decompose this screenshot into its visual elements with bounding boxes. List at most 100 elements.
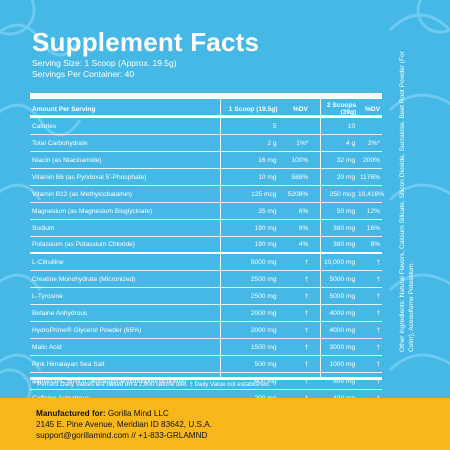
- amount-one-scoop: 125 mcg: [251, 190, 277, 198]
- dv-two-scoops: 200%: [363, 156, 380, 164]
- dv-one-scoop: †: [304, 292, 309, 300]
- amount-two-scoops: 250 mcg: [329, 190, 356, 198]
- table-row: Vitamin B6 (as Pyridoxal 5'-Phosphate) 10…: [30, 169, 382, 186]
- nutrient-name: Alpha-GPC 50% (L-alpha-glycerylphosphory…: [32, 377, 187, 385]
- table-row: Potassium (as Potassium Chloride) 190 mg 4…: [30, 237, 382, 254]
- header-rule: [30, 115, 382, 118]
- footer-band: [0, 398, 450, 450]
- amount-one-scoop: 2000 mg: [250, 326, 277, 334]
- amount-two-scoops: 800 mg: [333, 377, 356, 385]
- dv-one-scoop: 8%: [298, 224, 309, 232]
- dv-one-scoop: †: [304, 360, 309, 368]
- dv-two-scoops: †: [376, 326, 380, 334]
- nutrient-name: Creatine Monohydrate (Micronized): [32, 275, 136, 283]
- nutrient-name: Vitamin B12 (as Methylcobalamin): [32, 190, 132, 198]
- amount-two-scoops: 4000 mg: [329, 326, 356, 334]
- nutrient-name: Niacin (as Niacinamide): [32, 156, 102, 164]
- table-row: Magnesium (as Magnesium Bisglycinate) 25 …: [30, 203, 382, 220]
- nutrient-name: L-Tyrosine: [32, 292, 63, 300]
- table-row: Sodium 190 mg 8% 380 mg 16%: [30, 220, 382, 237]
- amount-two-scoops: 32 mg: [336, 156, 356, 164]
- amount-one-scoop: 5: [272, 122, 277, 130]
- manufacturer-address: 2145 E. Pine Avenue, Meridian ID 83642, …: [36, 420, 212, 429]
- amount-one-scoop: 2 g: [267, 139, 277, 147]
- dv-two-scoops: 12%: [366, 207, 380, 215]
- header-dv1: %DV: [292, 105, 308, 113]
- amount-one-scoop: 2500 mg: [250, 275, 277, 283]
- dv-one-scoop: 1%*: [296, 139, 309, 147]
- manufacturer-contact: support@gorillamind.com // +1-833-GRLAMN…: [36, 431, 208, 440]
- dv-two-scoops: 2%*: [367, 139, 380, 147]
- dv-two-scoops: 16%: [366, 224, 380, 232]
- nutrient-name: Malic Acid: [32, 343, 62, 351]
- table-row: L-Tyrosine 2500 mg † 5000 mg †: [30, 288, 382, 305]
- amount-two-scoops: 50 mg: [336, 207, 356, 215]
- panel-title: Supplement Facts: [32, 27, 260, 57]
- table-row: Creatine Monohydrate (Micronized) 2500 mg…: [30, 271, 382, 288]
- dv-two-scoops: †: [376, 258, 380, 266]
- bottom-rule: [30, 377, 382, 380]
- dv-one-scoop: †: [304, 275, 309, 283]
- amount-two-scoops: 10: [347, 122, 356, 130]
- dv-two-scoops: 8%: [370, 241, 380, 248]
- dv-one-scoop: †: [304, 258, 309, 266]
- manufacturer-block: Manufactured for: Gorilla Mind LLC 2145 …: [36, 408, 212, 441]
- nutrient-name: Pink Himalayan Sea Salt: [32, 360, 105, 368]
- dv-two-scoops: †: [376, 309, 380, 317]
- serving-info: Serving Size: 1 Scoop (Approx. 19.5g) Se…: [32, 58, 177, 80]
- amount-one-scoop: 190 mg: [254, 241, 277, 248]
- dv-one-scoop: 5208%: [287, 190, 309, 198]
- amount-two-scoops: 3000 mg: [329, 343, 356, 351]
- table-row: Malic Acid 1500 mg † 3000 mg †: [30, 339, 382, 356]
- header-scoop2: 2 Scoops (39g): [326, 102, 357, 116]
- header-amount: Amount Per Serving: [32, 105, 96, 113]
- table-row: Total Carbohydrate 2 g 1%* 4 g 2%*: [30, 135, 382, 152]
- amount-one-scoop: 2500 mg: [250, 292, 277, 300]
- nutrient-name: Betaine Anhydrous: [32, 309, 88, 317]
- nutrient-name: L-Citrulline: [32, 258, 64, 266]
- amount-two-scoops: 1000 mg: [329, 360, 356, 368]
- dv-one-scoop: 100%: [291, 156, 309, 164]
- dv-one-scoop: †: [304, 377, 309, 385]
- nutrient-name: Vitamin B6 (as Pyridoxal 5'-Phosphate): [32, 173, 147, 181]
- dv-one-scoop: 6%: [298, 207, 309, 215]
- table-header: Amount Per Serving 1 Scoop (19.5g) %DV 2…: [30, 102, 382, 116]
- dv-one-scoop: 4%: [298, 241, 309, 248]
- header-scoop1: 1 Scoop (19.5g): [228, 105, 278, 113]
- nutrient-name: HydroPrime® Glycerol Powder (65%): [32, 326, 142, 334]
- amount-two-scoops: 4000 mg: [329, 309, 356, 317]
- dv-two-scoops: †: [376, 292, 380, 300]
- nutrient-name: Total Carbohydrate: [32, 139, 88, 147]
- manufacturer-label: Manufactured for:: [36, 409, 106, 418]
- table-row: HydroPrime® Glycerol Powder (65%) 2000 mg…: [30, 322, 382, 339]
- amount-one-scoop: 190 mg: [254, 224, 277, 232]
- nutrient-name: Sodium: [32, 224, 55, 232]
- dv-one-scoop: †: [304, 343, 309, 351]
- amount-two-scoops: 5000 mg: [329, 292, 356, 300]
- dv-one-scoop: †: [304, 309, 309, 317]
- amount-one-scoop: 5000 mg: [250, 258, 277, 266]
- table-row: L-Citrulline 5000 mg † 10,000 mg †: [30, 254, 382, 271]
- nutrient-name: Calories: [32, 122, 57, 130]
- amount-one-scoop: 400 mg: [254, 377, 277, 385]
- table-row: Alpha-GPC 50% (L-alpha-glycerylphosphory…: [30, 373, 382, 390]
- table-row: Pink Himalayan Sea Salt 500 mg † 1000 mg †: [30, 356, 382, 373]
- amount-two-scoops: 380 mg: [333, 224, 356, 232]
- dv-two-scoops: †: [376, 360, 380, 368]
- table-row: Betaine Anhydrous 2000 mg † 4000 mg †: [30, 305, 382, 322]
- amount-one-scoop: 500 mg: [254, 360, 277, 368]
- servings-per-container: Servings Per Container: 40: [32, 69, 135, 79]
- manufacturer-name: Gorilla Mind LLC: [107, 409, 169, 418]
- dv-two-scoops: 1176%: [359, 173, 380, 181]
- column-divider: [320, 98, 321, 378]
- column-divider: [220, 98, 221, 378]
- other-ingredients: Other Ingredients: Natural Flavors, Calc…: [399, 51, 415, 352]
- table-row: Niacin (as Niacinamide) 16 mg 100% 32 mg 200…: [30, 152, 382, 169]
- dv-two-scoops: 10,416%: [358, 190, 385, 198]
- nutrient-name: Potassium (as Potassium Chloride): [32, 241, 135, 248]
- nutrient-name: Magnesium (as Magnesium Bisglycinate): [32, 207, 153, 215]
- amount-one-scoop: 2000 mg: [250, 309, 277, 317]
- dv-two-scoops: †: [376, 275, 380, 283]
- footnote: * Percent Daily Values are based on a 2,…: [33, 381, 271, 388]
- amount-one-scoop: 25 mg: [258, 207, 277, 215]
